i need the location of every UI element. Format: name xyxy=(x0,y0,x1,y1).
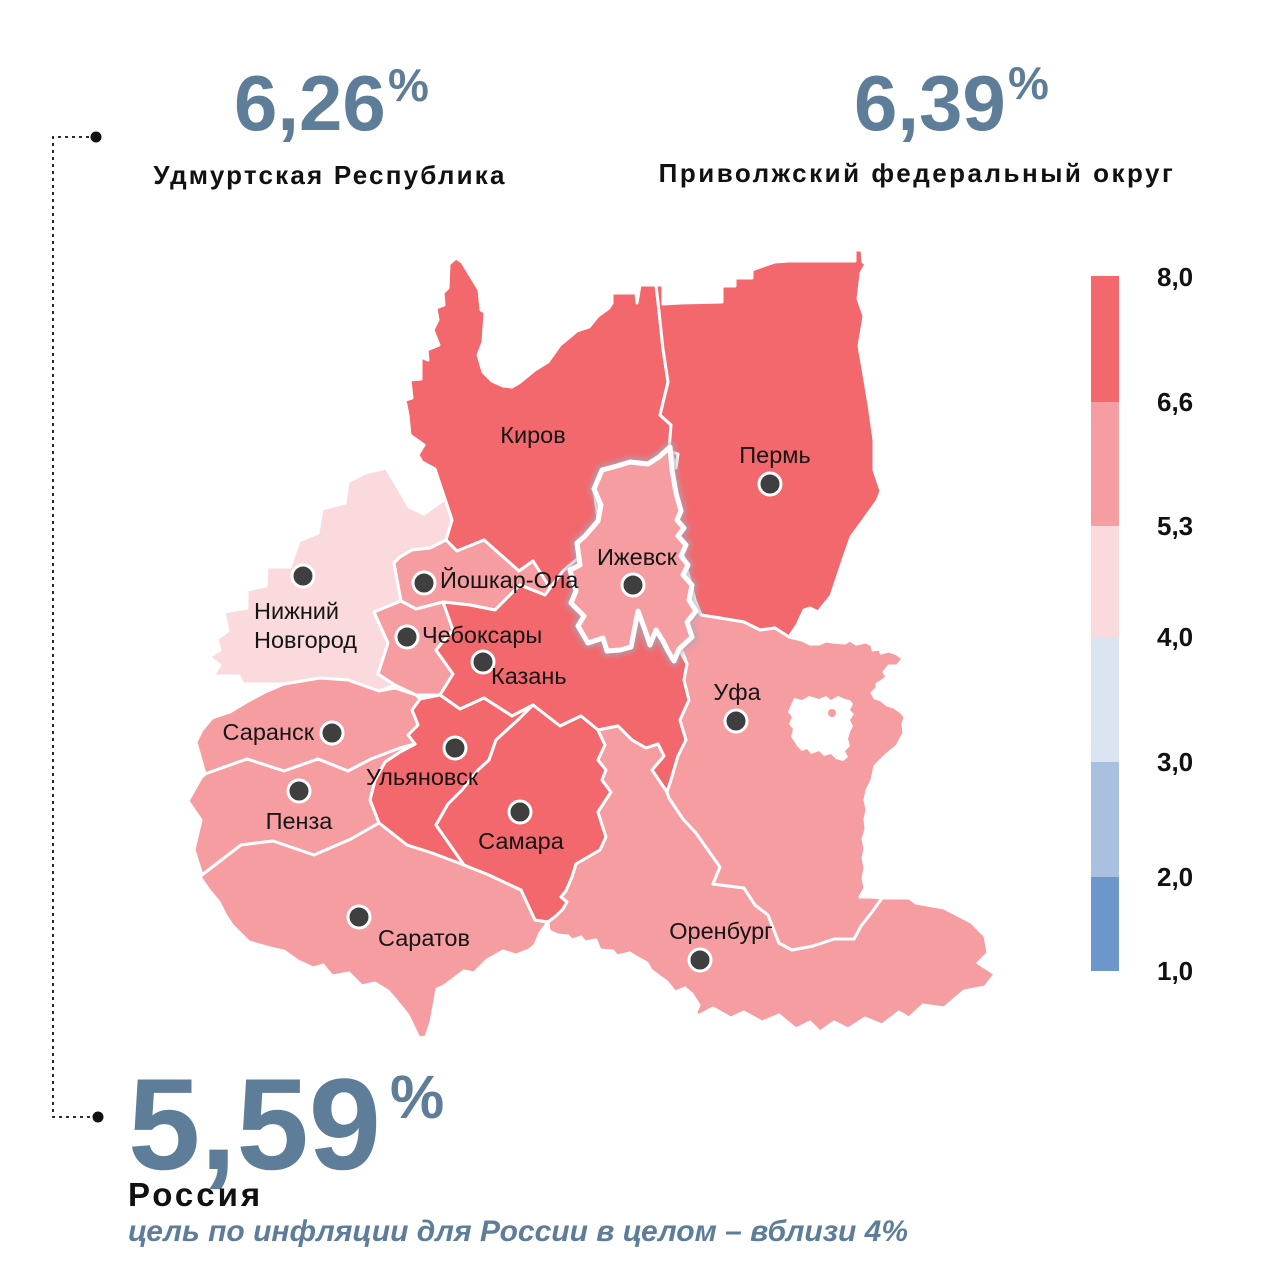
svg-text:цель по инфляции для России в: цель по инфляции для России в целом – вб… xyxy=(128,1215,908,1248)
svg-text:Самара: Самара xyxy=(478,828,565,854)
svg-text:1,0: 1,0 xyxy=(1157,956,1193,986)
svg-text:Саранск: Саранск xyxy=(223,719,315,745)
svg-text:Йошкар-Ола: Йошкар-Ола xyxy=(440,566,579,593)
svg-text:Ульяновск: Ульяновск xyxy=(366,764,479,790)
svg-text:8,0: 8,0 xyxy=(1157,262,1193,292)
svg-text:5,3: 5,3 xyxy=(1157,511,1193,541)
svg-text:Чебоксары: Чебоксары xyxy=(422,622,542,648)
svg-text:Пермь: Пермь xyxy=(739,442,810,468)
svg-text:6,6: 6,6 xyxy=(1157,387,1193,417)
svg-text:Ижевск: Ижевск xyxy=(597,544,678,570)
svg-text:Приволжский федеральный округ: Приволжский федеральный округ xyxy=(659,158,1176,188)
svg-text:Уфа: Уфа xyxy=(713,679,761,705)
svg-text:%: % xyxy=(390,1063,444,1131)
svg-text:%: % xyxy=(1008,57,1049,109)
svg-text:6,39: 6,39 xyxy=(854,59,1006,147)
svg-text:Оренбург: Оренбург xyxy=(669,918,772,944)
svg-text:Пенза: Пенза xyxy=(266,808,334,834)
svg-text:Нижний: Нижний xyxy=(254,598,339,624)
svg-text:Россия: Россия xyxy=(128,1176,263,1213)
svg-text:6,26: 6,26 xyxy=(234,59,386,147)
svg-text:Саратов: Саратов xyxy=(378,925,470,951)
svg-text:5,59: 5,59 xyxy=(128,1051,381,1197)
svg-text:4,0: 4,0 xyxy=(1157,622,1193,652)
svg-text:Киров: Киров xyxy=(500,422,565,448)
svg-text:Удмуртская Республика: Удмуртская Республика xyxy=(153,160,506,190)
svg-text:3,0: 3,0 xyxy=(1157,747,1193,777)
svg-text:%: % xyxy=(388,59,429,111)
svg-text:2,0: 2,0 xyxy=(1157,862,1193,892)
svg-text:Казань: Казань xyxy=(491,663,567,689)
svg-text:Новгород: Новгород xyxy=(254,627,357,653)
